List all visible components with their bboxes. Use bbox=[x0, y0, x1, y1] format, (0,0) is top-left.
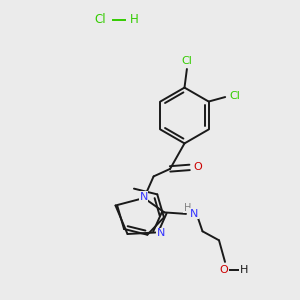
Text: H: H bbox=[239, 265, 248, 275]
Text: O: O bbox=[194, 162, 202, 172]
Text: N: N bbox=[190, 209, 198, 219]
Text: H: H bbox=[130, 13, 139, 26]
Text: Cl: Cl bbox=[95, 13, 106, 26]
Text: Cl: Cl bbox=[229, 91, 240, 100]
Text: O: O bbox=[219, 265, 228, 275]
Text: N: N bbox=[140, 191, 148, 202]
Text: H: H bbox=[184, 203, 191, 213]
Text: Cl: Cl bbox=[182, 56, 192, 67]
Text: N: N bbox=[157, 228, 165, 239]
